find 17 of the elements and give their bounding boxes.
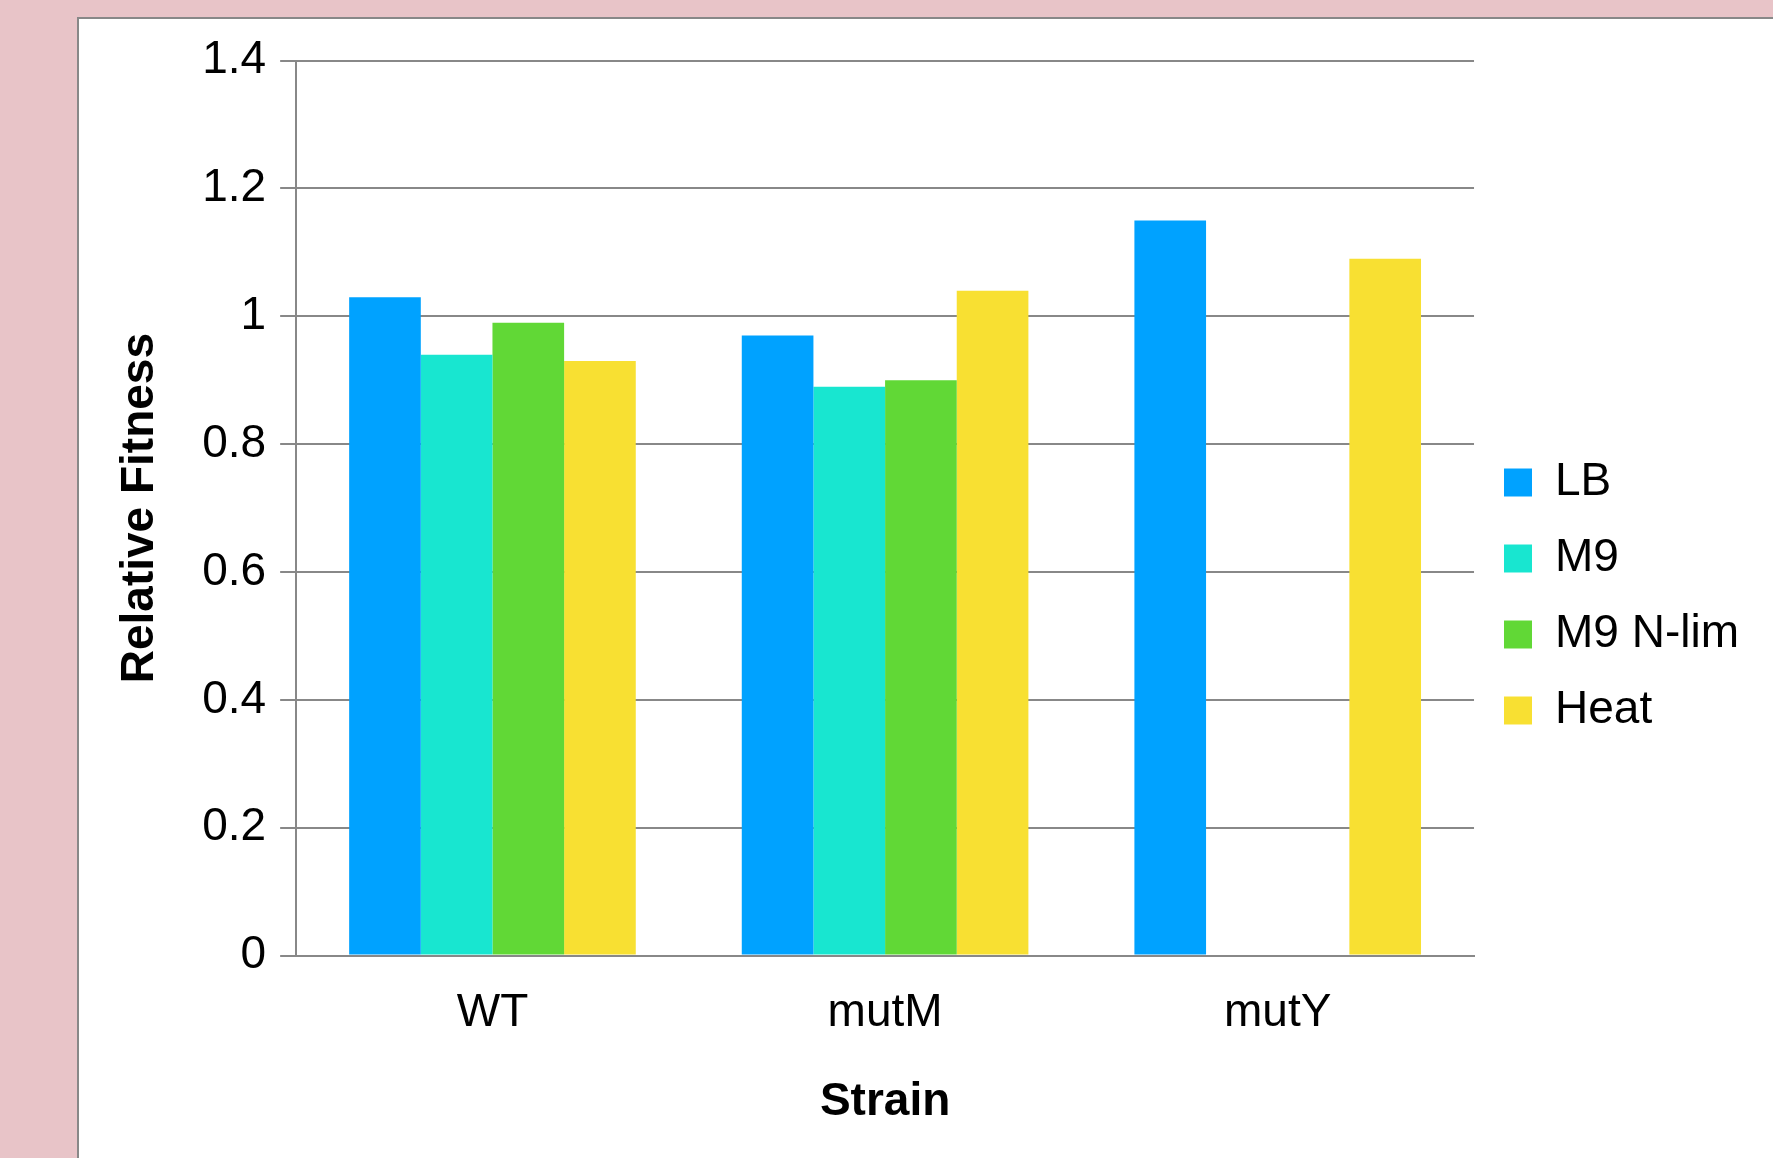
legend-label: LB [1555, 453, 1612, 506]
y-tick-label: 0 [240, 926, 267, 979]
y-tick-label: 1.4 [202, 31, 267, 84]
legend-label: M9 [1555, 529, 1619, 582]
y-tick-label: 0.6 [202, 542, 267, 595]
x-tick-label: WT [456, 983, 529, 1036]
y-tick-label: 0.4 [202, 670, 267, 723]
legend-label: Heat [1555, 681, 1653, 734]
y-axis-title: Relative Fitness [111, 332, 164, 684]
x-tick-label: mutY [1224, 983, 1332, 1036]
y-tick-label: 1.2 [202, 159, 267, 212]
y-tick-label: 0.2 [202, 798, 267, 851]
legend-label: M9 N-lim [1555, 605, 1740, 658]
x-tick-label: mutM [827, 983, 943, 1036]
y-tick-label: 0.8 [202, 414, 267, 467]
y-tick-label: 1 [240, 287, 267, 339]
x-axis-title: Strain [819, 1073, 951, 1126]
